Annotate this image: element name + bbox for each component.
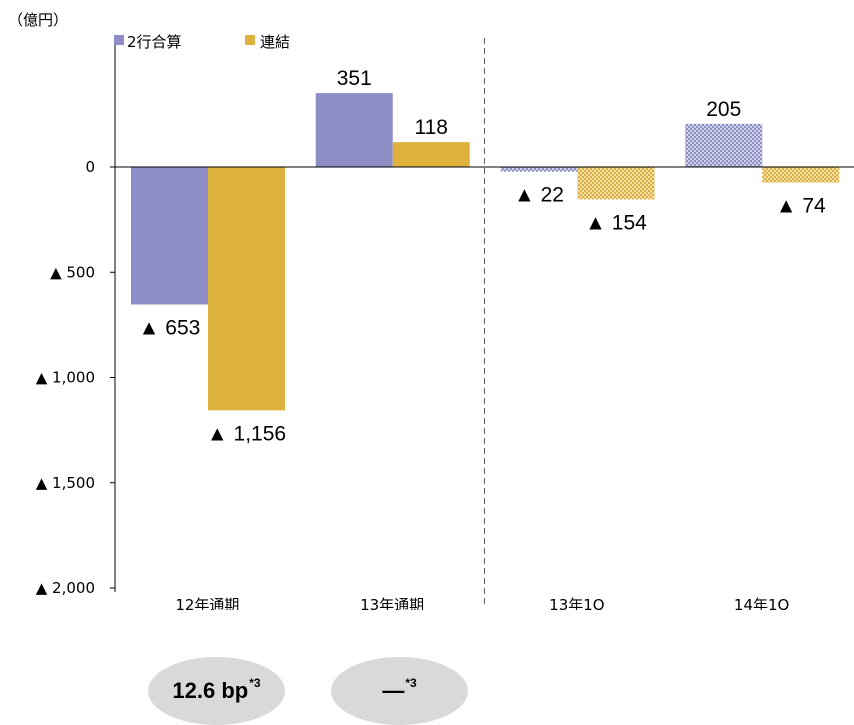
badge-13-full-year: ― *3 bbox=[331, 657, 468, 725]
badge-note: *3 bbox=[249, 676, 261, 690]
bar-consolidated bbox=[208, 167, 285, 411]
legend: 2行合算 連結 bbox=[114, 33, 290, 51]
bar-consolidated bbox=[577, 167, 655, 200]
badge-value: ― bbox=[382, 678, 405, 703]
badge-12-full-year: 12.6 bp *3 bbox=[148, 657, 285, 725]
data-label: 351 bbox=[337, 67, 372, 90]
data-label: ▲ 154 bbox=[585, 211, 647, 234]
bar-consolidated bbox=[762, 167, 840, 183]
y-tick-label: ▲ 1,500 bbox=[36, 474, 95, 492]
unit-label: （億円） bbox=[8, 11, 68, 29]
bar-consolidated bbox=[392, 142, 470, 167]
y-tick-label: ▲ 1,000 bbox=[36, 369, 95, 387]
bar-two-bank bbox=[500, 167, 578, 172]
x-category-label: 14年1Q bbox=[734, 596, 789, 610]
badge-value: 12.6 bp bbox=[172, 678, 249, 703]
data-labels: ▲ 653 ▲ 1,156 351 118 ▲ 22 ▲ 154 205 ▲ 74 bbox=[139, 67, 826, 445]
data-label: 118 bbox=[415, 116, 448, 139]
data-label: ▲ 22 bbox=[514, 184, 564, 207]
y-tick-label: ▲ 2,000 bbox=[36, 579, 95, 597]
bars bbox=[131, 93, 840, 411]
data-label: ▲ 1,156 bbox=[207, 422, 286, 445]
x-category-label: 13年1Q bbox=[549, 596, 604, 610]
legend-swatch-1 bbox=[245, 35, 255, 45]
y-axis: 0 ▲ 500 ▲ 1,000 ▲ 1,500 ▲ 2,000 bbox=[36, 45, 116, 597]
legend-swatch-0 bbox=[114, 35, 124, 45]
data-label: ▲ 74 bbox=[776, 195, 826, 218]
badge-note: *3 bbox=[405, 676, 417, 690]
y-tick-label: 0 bbox=[85, 158, 95, 176]
data-label: 205 bbox=[706, 98, 741, 121]
y-tick-label: ▲ 500 bbox=[50, 263, 95, 281]
x-category-label: 13年通期 bbox=[360, 596, 424, 610]
legend-label-1: 連結 bbox=[260, 33, 290, 51]
legend-label-0: 2行合算 bbox=[127, 33, 182, 51]
x-category-label: 12年通期 bbox=[175, 596, 239, 610]
bar-chart: （億円） 2行合算 連結 0 ▲ 500 ▲ 1,000 ▲ 1,500 ▲ 2,000… bbox=[8, 11, 854, 610]
bar-two-bank bbox=[685, 123, 763, 167]
bar-two-bank bbox=[131, 167, 208, 305]
x-axis: 12年通期 13年通期 13年1Q 14年1Q bbox=[115, 38, 854, 610]
bar-two-bank bbox=[315, 93, 393, 167]
data-label: ▲ 653 bbox=[139, 316, 201, 339]
